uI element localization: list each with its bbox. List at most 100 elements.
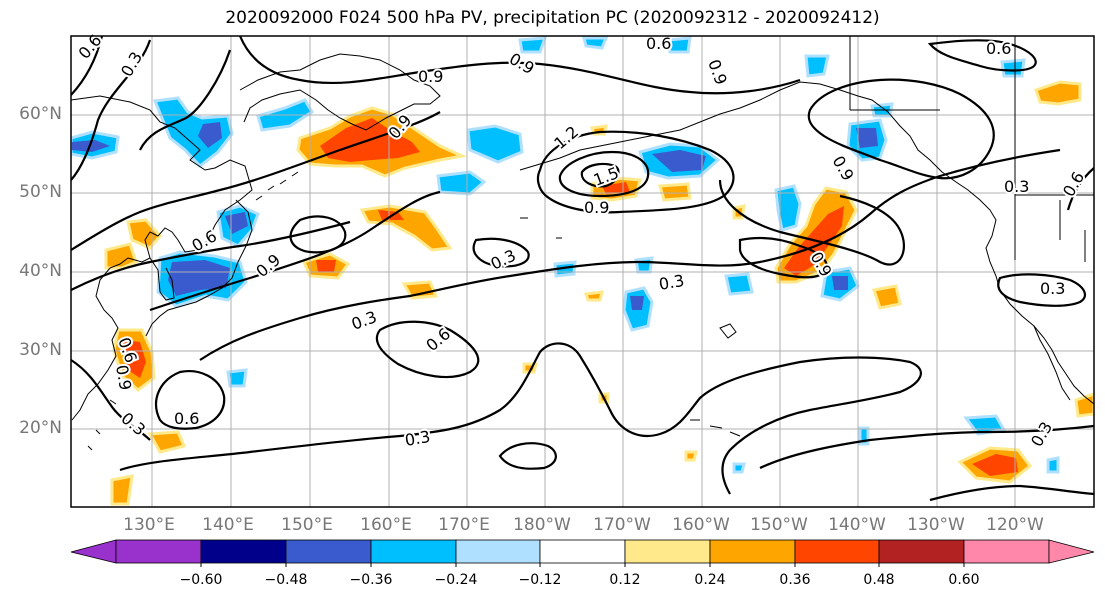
precip-patch-pos	[401, 280, 439, 300]
colorbar-segment	[709, 539, 796, 564]
precip-patch-pos	[359, 204, 453, 252]
colorbar-segment	[200, 539, 287, 564]
pv-contour	[927, 39, 1037, 72]
pv-contour	[1066, 167, 1094, 211]
lon-label: 170°E	[438, 515, 490, 535]
contour-label: 0.3	[117, 48, 146, 80]
colorbar-segment	[624, 539, 711, 564]
pv-contour	[375, 320, 480, 379]
contour-label: 0.9	[112, 363, 135, 391]
islands-hawaii	[690, 419, 741, 437]
pv-contour	[580, 162, 620, 188]
coastline-kamchatka	[239, 53, 441, 131]
lat-label: 50°N	[19, 182, 62, 202]
lat-label: 20°N	[19, 418, 62, 438]
precip-patch-neg	[724, 272, 754, 296]
precip-patch-pos	[972, 454, 1018, 476]
pv-contour	[71, 220, 351, 291]
precip-patch-neg	[466, 124, 524, 164]
pv-contour	[238, 36, 801, 95]
colorbar-tick-label: 0.60	[948, 572, 980, 588]
pv-contour	[119, 342, 922, 495]
pv-contour	[139, 49, 232, 151]
lon-label: 150°E	[281, 515, 333, 535]
precip-patch-neg	[168, 260, 230, 296]
map-title: 2020092000 F024 500 hPa PV, precipitatio…	[225, 8, 880, 28]
precip-patch-neg	[72, 140, 110, 152]
precip-patch-neg	[804, 54, 830, 78]
precip-patch-neg	[666, 36, 692, 54]
colorbar-tick-label: −0.60	[179, 572, 223, 588]
contour-label: 0.9	[829, 153, 858, 185]
pv-contour	[759, 424, 1094, 469]
graticule	[71, 36, 1094, 507]
coastline-asia	[71, 95, 253, 421]
lon-label: 140°E	[202, 515, 254, 535]
pv-contour	[472, 237, 530, 268]
precip-patch-pos	[122, 340, 146, 378]
colorbar-tick-label: 0.24	[694, 572, 726, 588]
colorbar-ticks	[200, 563, 965, 567]
pv-contour	[71, 36, 104, 96]
colorbar-extend-high	[1048, 539, 1095, 564]
precip-patch-neg	[634, 256, 654, 274]
precip-patch-neg	[198, 122, 222, 148]
map-frame	[70, 35, 1095, 508]
lon-label: 130°E	[123, 515, 175, 535]
contour-label: 0.9	[704, 57, 731, 87]
pv-contour	[997, 273, 1087, 307]
precip-patch-pos	[147, 430, 187, 454]
colorbar-tick-label: −0.48	[264, 572, 308, 588]
precip-patch-neg	[226, 368, 248, 388]
pv-contour	[71, 111, 441, 251]
precip-patch-pos	[104, 242, 138, 270]
pv-contour	[498, 442, 557, 470]
precip-patch-neg	[652, 150, 706, 172]
colorbar-tick-label: −0.24	[434, 572, 478, 588]
lon-label: 180°W	[513, 515, 571, 535]
colorbar-segment	[455, 539, 541, 564]
lon-label: 120°W	[986, 515, 1044, 535]
pv-contours	[71, 36, 1094, 502]
coastline-mexico	[1033, 325, 1071, 401]
colorbar-segment	[539, 539, 626, 564]
precip-patch-pos	[316, 260, 336, 272]
pv-contour	[199, 148, 1061, 361]
lon-label: 160°W	[672, 515, 730, 535]
precip-patch-pos	[872, 284, 902, 310]
colorbar-segment	[878, 539, 965, 564]
precip-patch-pos	[126, 218, 162, 250]
pv-contour	[71, 359, 151, 441]
precip-patch-neg	[582, 36, 609, 50]
precip-patch-neg	[436, 170, 487, 196]
islands-kurils	[255, 171, 299, 201]
lon-label: 170°W	[593, 515, 651, 535]
precip-patch-pos	[658, 182, 692, 202]
pv-contour	[807, 78, 995, 180]
contour-label: 0.6	[174, 409, 199, 428]
lat-label: 30°N	[19, 340, 62, 360]
precip-patch-neg	[732, 462, 746, 474]
colorbar-segment	[370, 539, 457, 564]
precip-patch-pos	[110, 474, 134, 506]
islands-midway	[520, 217, 562, 239]
colorbar-segment	[794, 539, 880, 564]
precip-patch-neg	[1000, 58, 1026, 78]
precip-patch-neg	[774, 184, 802, 232]
pv-contour	[929, 484, 1094, 502]
precip-patch-neg	[630, 296, 644, 310]
pv-contour	[71, 39, 152, 181]
colorbar-tick-label: −0.36	[349, 572, 393, 588]
contour-label: 0.3	[349, 307, 379, 334]
precip-patch-neg	[1046, 456, 1060, 474]
lat-label: 40°N	[19, 261, 62, 281]
colorbar-extend-low	[70, 539, 117, 564]
precip-patch-neg	[832, 276, 848, 290]
coast-ne-island	[719, 323, 737, 339]
lon-label: 140°W	[828, 515, 886, 535]
contour-label: 0.6	[986, 39, 1011, 58]
contour-label: 0.3	[488, 246, 519, 274]
colorbar-tick-label: 0.12	[609, 572, 641, 588]
pv-contour	[718, 179, 905, 266]
